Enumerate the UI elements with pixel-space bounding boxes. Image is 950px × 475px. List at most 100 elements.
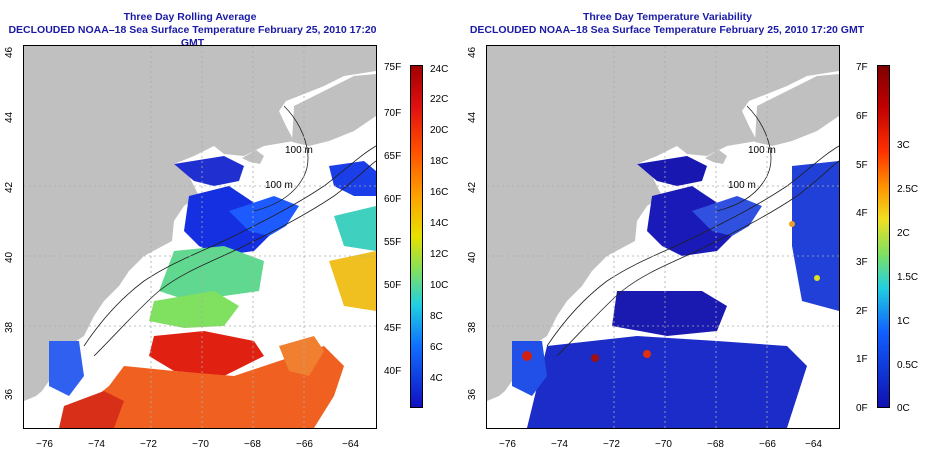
right-contour-label: 100 m xyxy=(748,145,776,156)
x-label: −64 xyxy=(342,439,359,450)
x-label: −64 xyxy=(805,439,822,450)
right-cb-f-label: 1F xyxy=(856,354,868,365)
x-label: −72 xyxy=(603,439,620,450)
left-cb-c-label: 6C xyxy=(430,342,443,353)
left-cb-f-label: 50F xyxy=(384,280,402,291)
right-cb-f-label: 4F xyxy=(856,208,868,219)
var-hotspot xyxy=(522,351,532,361)
x-label: −66 xyxy=(296,439,313,450)
left-cb-f-label: 55F xyxy=(384,237,402,248)
isobath-line xyxy=(556,160,839,357)
right-cb-c-label: 1C xyxy=(897,316,910,327)
right-cb-c-label: 2C xyxy=(897,228,910,239)
sst-blue-gulf-maine xyxy=(174,156,244,186)
sst-yellow xyxy=(329,251,376,311)
left-map xyxy=(23,45,377,429)
x-label: −68 xyxy=(244,439,261,450)
right-cb-c-label: 1.5C xyxy=(897,272,919,283)
y-label: 40 xyxy=(467,251,478,263)
x-label: −76 xyxy=(499,439,516,450)
graticule xyxy=(487,46,839,428)
var-hotspot xyxy=(789,221,795,227)
x-label: −76 xyxy=(36,439,53,450)
right-cb-f-label: 3F xyxy=(856,257,868,268)
left-cb-c-label: 20C xyxy=(430,125,449,136)
isobath-line xyxy=(546,145,839,347)
graticule xyxy=(24,46,376,428)
left-contour-label: 100 m xyxy=(285,145,313,156)
var-hotspot xyxy=(643,350,651,358)
right-map xyxy=(486,45,840,429)
left-cb-f-label: 75F xyxy=(384,62,402,73)
sst-cyan xyxy=(334,206,376,251)
var-hotspot xyxy=(591,354,599,362)
sst-blue-scotian xyxy=(329,161,376,196)
y-label: 36 xyxy=(467,388,478,400)
left-title-line1: Three Day Rolling Average xyxy=(123,11,257,23)
left-cb-c-label: 8C xyxy=(430,311,443,322)
y-label: 46 xyxy=(467,46,478,58)
left-cb-c-label: 18C xyxy=(430,156,449,167)
right-cb-f-label: 0F xyxy=(856,403,868,414)
y-label: 40 xyxy=(4,251,15,263)
left-cb-f-label: 45F xyxy=(384,323,402,334)
left-contour-label: 100 m xyxy=(265,180,293,191)
left-colorbar xyxy=(410,65,423,408)
sst-blue-coast xyxy=(49,341,84,396)
x-label: −74 xyxy=(88,439,105,450)
var-south xyxy=(527,336,807,428)
left-cb-f-label: 65F xyxy=(384,151,402,162)
nova-scotia xyxy=(292,74,376,146)
x-label: −68 xyxy=(707,439,724,450)
right-cb-c-label: 0C xyxy=(897,403,910,414)
right-colorbar xyxy=(877,65,890,408)
sst-orange-east xyxy=(279,336,324,376)
land-mass xyxy=(24,46,376,401)
y-label: 44 xyxy=(467,111,478,123)
x-label: −70 xyxy=(192,439,209,450)
y-label: 36 xyxy=(4,388,15,400)
left-map-svg xyxy=(24,46,376,428)
left-cb-c-label: 10C xyxy=(430,280,449,291)
left-cb-c-label: 24C xyxy=(430,64,449,75)
left-cb-f-label: 40F xyxy=(384,366,402,377)
right-cb-c-label: 3C xyxy=(897,140,910,151)
var-blue-gulf xyxy=(637,156,707,186)
y-label: 44 xyxy=(4,111,15,123)
left-cb-c-label: 4C xyxy=(430,373,443,384)
right-title-line2: DECLOUDED NOAA–18 Sea Surface Temperatur… xyxy=(469,24,865,36)
isobath-line xyxy=(83,145,376,347)
var-mixed xyxy=(692,196,762,236)
left-cb-f-label: 70F xyxy=(384,108,402,119)
right-cb-f-label: 7F xyxy=(856,62,868,73)
left-cb-c-label: 12C xyxy=(430,249,449,260)
right-contour-label: 100 m xyxy=(728,180,756,191)
isobath-line xyxy=(253,105,309,212)
x-label: −70 xyxy=(655,439,672,450)
var-coast xyxy=(512,341,547,396)
var-mid xyxy=(612,291,727,336)
x-label: −74 xyxy=(551,439,568,450)
right-title-line1: Three Day Temperature Variability xyxy=(582,11,753,23)
sst-green2 xyxy=(149,291,239,328)
var-hotspot xyxy=(814,275,820,281)
left-cb-c-label: 14C xyxy=(430,218,449,229)
right-cb-f-label: 5F xyxy=(856,160,868,171)
right-map-svg xyxy=(487,46,839,428)
sst-blue-georges xyxy=(229,196,299,236)
x-label: −66 xyxy=(759,439,776,450)
left-cb-c-label: 22C xyxy=(430,94,449,105)
nova-scotia xyxy=(755,74,839,146)
y-label: 38 xyxy=(467,321,478,333)
var-east xyxy=(792,161,839,311)
y-label: 42 xyxy=(4,181,15,193)
sst-red-sw xyxy=(59,391,124,428)
left-cb-f-label: 60F xyxy=(384,194,402,205)
y-label: 42 xyxy=(467,181,478,193)
sst-red-core xyxy=(149,331,264,376)
sst-green xyxy=(159,246,264,301)
right-cb-f-label: 2F xyxy=(856,306,868,317)
y-label: 38 xyxy=(4,321,15,333)
right-cb-c-label: 0.5C xyxy=(897,360,919,371)
left-cb-c-label: 16C xyxy=(430,187,449,198)
